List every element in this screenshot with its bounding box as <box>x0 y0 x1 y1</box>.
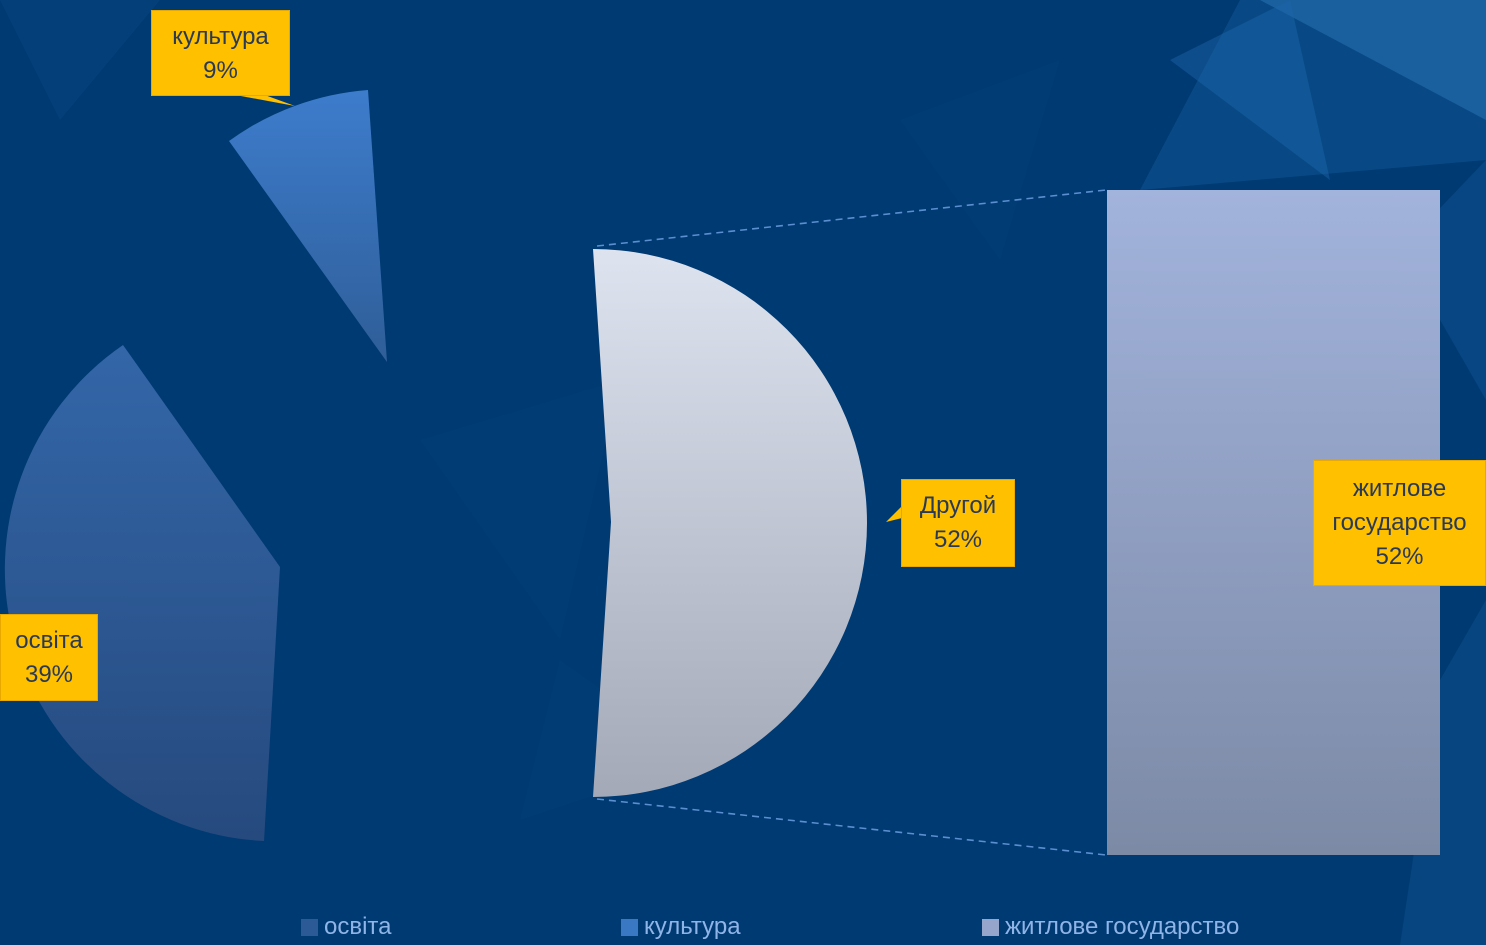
connector-bottom <box>597 799 1106 855</box>
data-label-zhytlove-name-line1: житлове <box>1314 472 1485 506</box>
legend-label-kultura: культура <box>644 913 741 941</box>
slice-other <box>593 249 867 797</box>
slice-osvita <box>5 345 280 841</box>
legend-swatch-osvita <box>301 919 318 936</box>
data-label-other-name: Другой <box>902 489 1014 523</box>
legend-item-zhytlove: житлове государство <box>982 912 1239 942</box>
data-label-zhytlove: житлове государство 52% <box>1313 460 1486 586</box>
legend-item-osvita: освіта <box>301 912 392 942</box>
data-label-osvita-pct: 39% <box>1 658 97 692</box>
data-label-kultura-pct: 9% <box>152 54 289 88</box>
data-label-kultura: культура 9% <box>151 10 290 96</box>
legend-item-kultura: культура <box>621 912 741 942</box>
slice-kultura <box>229 90 387 362</box>
data-label-zhytlove-pct: 52% <box>1314 540 1485 574</box>
data-label-osvita: освіта 39% <box>0 614 98 701</box>
connector-top <box>597 190 1106 246</box>
legend-swatch-kultura <box>621 919 638 936</box>
callout-pointer-other <box>886 506 902 522</box>
legend-label-osvita: освіта <box>324 913 392 941</box>
data-label-osvita-name: освіта <box>1 624 97 658</box>
data-label-kultura-name: культура <box>152 20 289 54</box>
legend-label-zhytlove: житлове государство <box>1005 913 1239 941</box>
data-label-other-pct: 52% <box>902 523 1014 557</box>
data-label-zhytlove-name-line2: государство <box>1314 506 1485 540</box>
legend-swatch-zhytlove <box>982 919 999 936</box>
data-label-other: Другой 52% <box>901 479 1015 567</box>
